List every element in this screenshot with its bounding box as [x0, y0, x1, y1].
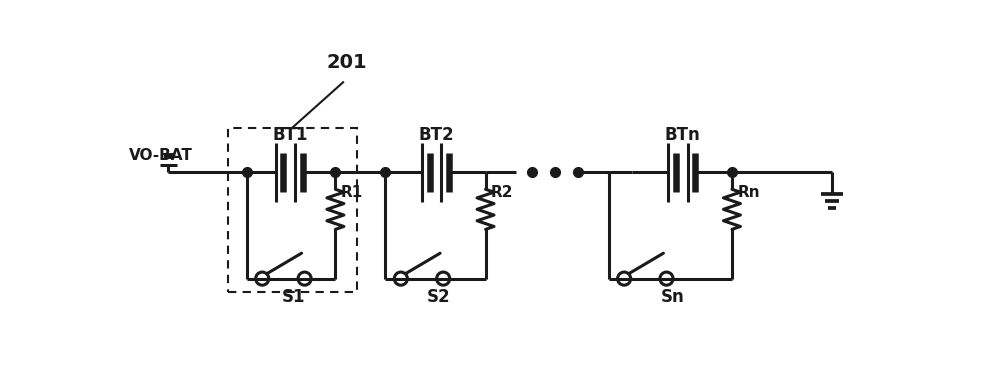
Text: BT2: BT2 — [419, 126, 454, 144]
Text: 201: 201 — [327, 53, 367, 73]
Text: VO-BAT: VO-BAT — [129, 148, 193, 163]
Text: S2: S2 — [426, 288, 450, 306]
Text: Rn: Rn — [737, 185, 760, 200]
Text: R2: R2 — [491, 185, 513, 200]
Text: BTn: BTn — [665, 126, 701, 144]
Text: BT1: BT1 — [272, 126, 308, 144]
Text: S1: S1 — [282, 288, 305, 306]
Text: Sn: Sn — [661, 288, 685, 306]
Text: R1: R1 — [341, 185, 363, 200]
